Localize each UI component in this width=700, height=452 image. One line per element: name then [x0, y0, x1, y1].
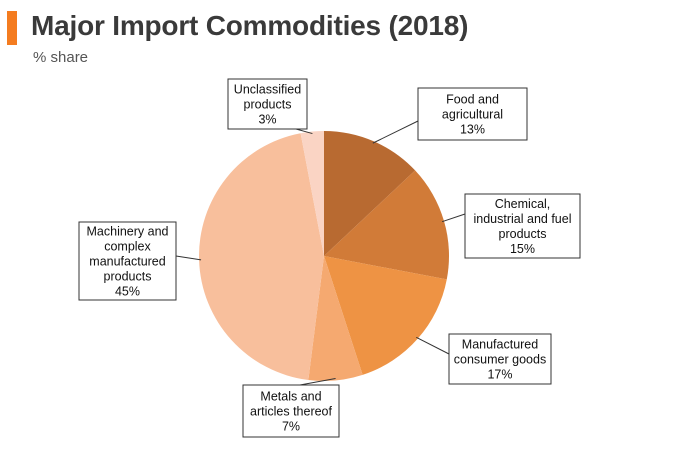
data-label-line: products — [104, 270, 152, 284]
data-label-line: Chemical, — [495, 197, 551, 211]
data-label-line: agricultural — [442, 108, 503, 122]
leader-line-food-and — [372, 120, 419, 144]
label-box-metals-and — [242, 384, 340, 438]
data-label-line: products — [499, 227, 547, 241]
data-label-line: products — [244, 98, 292, 112]
label-box-chemical — [464, 193, 581, 259]
data-label-line: manufactured — [89, 255, 165, 269]
data-label-line: articles thereof — [250, 405, 333, 419]
pie-slices — [198, 131, 450, 382]
data-label-line: complex — [104, 240, 151, 254]
pie-slice-unclassified — [300, 131, 324, 256]
label-box-unclassified — [227, 78, 308, 130]
label-box-manufactured — [448, 333, 552, 385]
leader-line-manufactured — [416, 336, 450, 355]
data-label-unclassified: Unclassified products 3% — [234, 83, 301, 127]
slice-labels: Food and agricultural 13% Chemical, industri… — [78, 78, 581, 438]
leader-line-chemical — [441, 213, 466, 223]
label-box-food-and — [417, 87, 528, 141]
pie-slice-metals-and — [308, 256, 363, 382]
data-label-line: 17% — [487, 368, 512, 382]
pie-slice-food-and — [324, 131, 416, 256]
data-label-line: consumer goods — [454, 353, 546, 367]
data-label-line: Manufactured — [462, 338, 538, 352]
pie-slice-chemical — [324, 170, 450, 280]
data-label-line: 15% — [510, 242, 535, 256]
pie-slice-machinery-and — [198, 133, 324, 381]
data-label-food-and: Food and agricultural 13% — [442, 93, 503, 137]
chart-title: Major Import Commodities (2018) — [31, 10, 469, 41]
leader-line-machinery-and — [175, 255, 202, 261]
data-label-metals-and: Metals and articles thereof 7% — [250, 390, 333, 434]
data-label-line: Unclassified — [234, 83, 301, 97]
data-label-line: Machinery and — [87, 225, 169, 239]
data-label-line: 13% — [460, 123, 485, 137]
data-label-chemical: Chemical, industrial and fuel products 15% — [474, 197, 572, 256]
chart-subtitle: % share — [33, 49, 89, 66]
data-label-line: 7% — [282, 420, 300, 434]
title-accent-bar — [7, 11, 17, 45]
data-label-manufactured: Manufactured consumer goods 17% — [454, 338, 546, 382]
data-label-line: industrial and fuel — [474, 212, 572, 226]
data-label-line: 45% — [115, 285, 140, 299]
leader-line-unclassified — [295, 128, 313, 135]
data-label-line: Metals and — [260, 390, 321, 404]
label-box-machinery-and — [78, 221, 177, 301]
pie-slice-manufactured — [324, 256, 447, 375]
leader-line-metals-and — [299, 377, 336, 386]
data-label-machinery-and: Machinery and complex manufactured products… — [87, 225, 169, 299]
data-label-line: 3% — [258, 113, 276, 127]
data-label-line: Food and — [446, 93, 499, 107]
